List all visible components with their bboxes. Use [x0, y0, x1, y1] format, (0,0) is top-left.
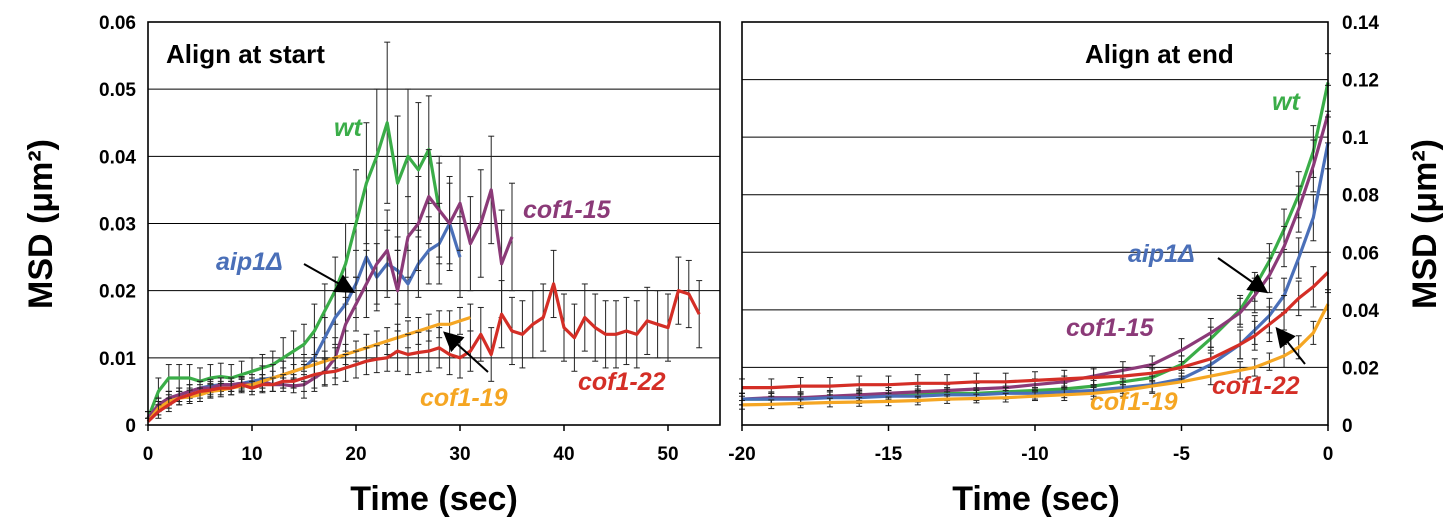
right-y-tick-label: 0 [1342, 416, 1353, 437]
label-aip1-right: aip1Δ [1128, 240, 1195, 268]
label-cof1-15-right: cof1-15 [1066, 314, 1155, 342]
right-x-tick-label: -10 [1021, 444, 1048, 465]
right-x-axis-title: Time (sec) [952, 480, 1120, 518]
left-x-tick-label: 40 [553, 444, 574, 465]
left-y-tick-label: 0 [125, 416, 136, 437]
left-series-labels: wt aip1Δ cof1-15 cof1-19 cof1-22 [216, 114, 666, 412]
panel-align-at-start: 0 0.01 0.02 0.03 0.04 0.05 0.06 0 10 20 30 40 50 Ali… [22, 13, 721, 518]
series-line-cof1-22 [742, 271, 1330, 390]
right-x-tick-label: -15 [875, 444, 903, 465]
left-y-tick-label: 0.02 [99, 282, 136, 303]
left-x-tick-label: 50 [657, 444, 678, 465]
right-x-tick-label: -5 [1173, 444, 1190, 465]
series-line-cof1-22 [146, 282, 701, 423]
label-wt-left: wt [334, 114, 363, 142]
right-y-tick-label: 0.02 [1342, 358, 1379, 379]
left-panel-title: Align at start [166, 39, 325, 69]
left-series-group [145, 41, 703, 426]
right-y-axis-title: MSD (μm²) [1406, 139, 1444, 309]
arrow-aip1-right [1217, 257, 1269, 294]
label-cof1-22-right: cof1-22 [1212, 372, 1300, 400]
left-y-tick-label: 0.05 [99, 80, 136, 101]
left-x-axis-title: Time (sec) [350, 480, 518, 518]
left-x-tick-label: 20 [345, 444, 366, 465]
right-tick-labels: 0 0.02 0.04 0.06 0.08 0.1 0.12 0.14 -20 -15 -10 -5 0 [728, 13, 1379, 465]
left-x-tick-label: 0 [143, 444, 154, 465]
left-y-tick-label: 0.04 [99, 147, 136, 168]
left-y-axis-title: MSD (μm²) [22, 139, 60, 309]
series-line-cof1-19 [146, 315, 471, 423]
arrow-aip1-left [303, 263, 356, 293]
left-tick-labels: 0 0.01 0.02 0.03 0.04 0.05 0.06 0 10 20 30 40 50 [99, 13, 679, 465]
right-y-tick-label: 0.08 [1342, 186, 1379, 207]
right-series-labels: wt cof1-15 aip1Δ cof1-22 cof1-19 [1066, 88, 1301, 416]
panel-align-at-end: 00.020.040.060.080.10.120.14-20 -15 -10 -5 0… [728, 13, 1444, 518]
label-cof1-22-left: cof1-22 [578, 368, 666, 396]
right-panel-title: Align at end [1085, 39, 1234, 69]
right-x-tick-label: 0 [1323, 444, 1334, 465]
left-y-tick-label: 0.01 [99, 349, 136, 370]
right-series-group [739, 53, 1331, 410]
right-y-tick-label: 0.06 [1342, 243, 1379, 264]
series-line-wt [146, 121, 441, 419]
series-line-cof1-19 [741, 303, 1330, 407]
right-x-tick-label: -20 [728, 444, 755, 465]
right-y-tick-label: 0.14 [1342, 13, 1379, 34]
arrow-cof1-22-right [1275, 326, 1306, 365]
right-y-tick-label: 0.04 [1342, 301, 1379, 322]
label-aip1-left: aip1Δ [216, 248, 283, 276]
arrow-cof1-19-left [443, 331, 489, 373]
label-cof1-15-left: cof1-15 [523, 196, 612, 224]
series-line-aip1 [742, 142, 1330, 401]
annotation-arrows [303, 257, 1306, 373]
label-cof1-19-left: cof1-19 [420, 384, 508, 412]
series-line-cof1-15 [146, 188, 514, 420]
label-cof1-19-right: cof1-19 [1090, 388, 1178, 416]
left-x-tick-label: 10 [241, 444, 262, 465]
left-y-tick-label: 0.03 [99, 215, 136, 236]
left-gridlines [148, 88, 720, 359]
label-wt-right: wt [1272, 88, 1301, 116]
right-series-cof1-19 [739, 289, 1331, 410]
right-gridlines [742, 79, 1328, 368]
right-y-tick-label: 0.12 [1342, 71, 1379, 92]
right-y-tick-label: 0.1 [1342, 128, 1369, 149]
left-plot-frame [147, 21, 721, 426]
left-series-cof1-22 [145, 249, 703, 426]
right-series-cof1-15 [739, 84, 1331, 406]
left-y-tick-label: 0.06 [99, 13, 136, 34]
left-x-tick-label: 30 [449, 444, 470, 465]
right-series-wt [739, 53, 1331, 406]
